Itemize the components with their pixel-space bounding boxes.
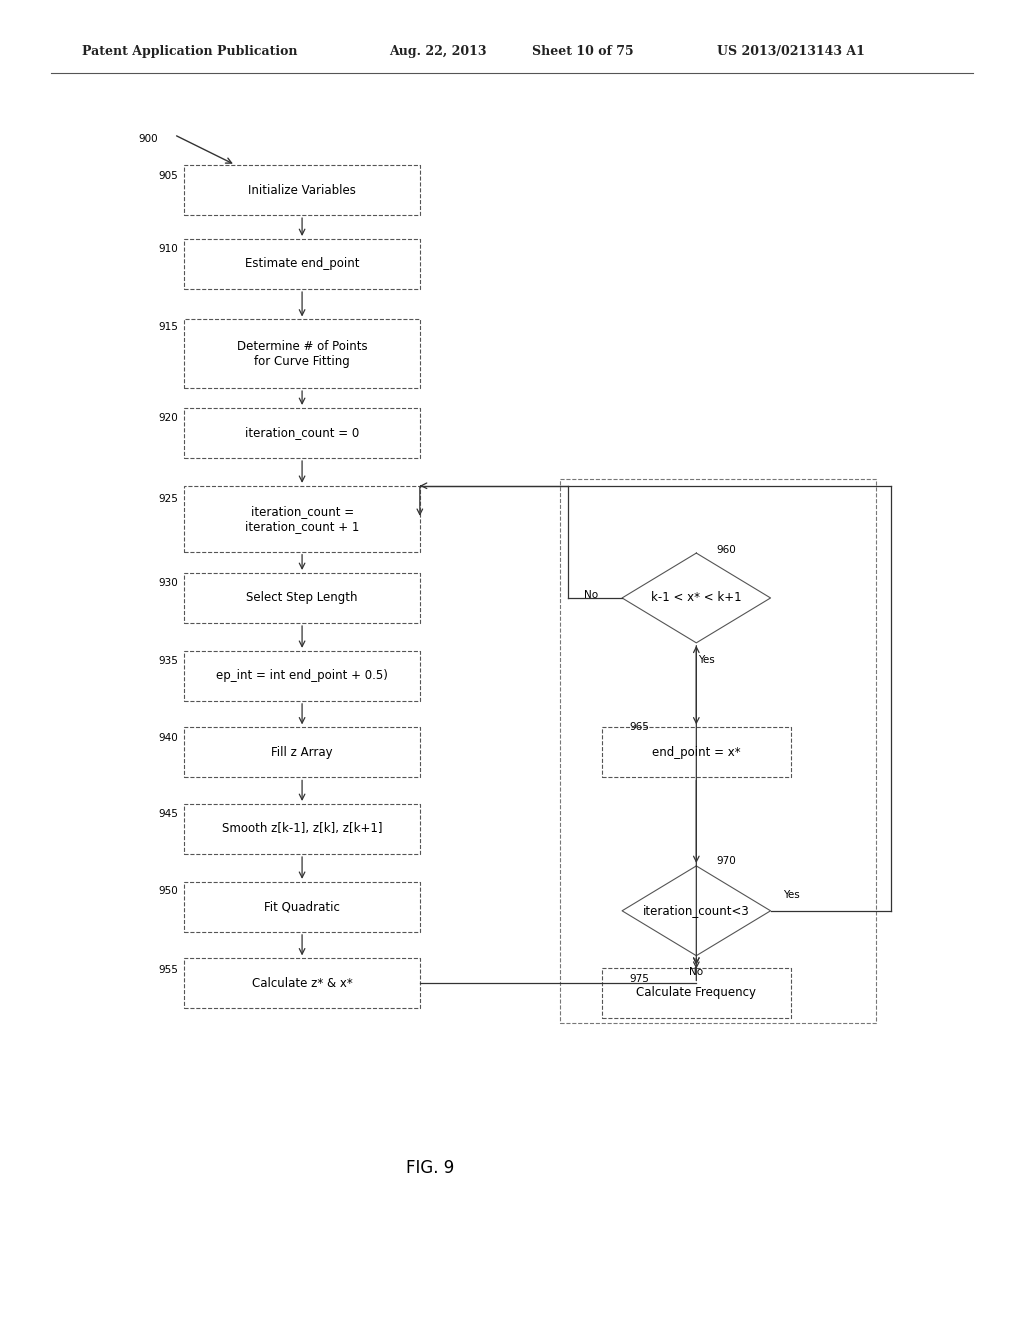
Text: 955: 955 — [159, 965, 178, 975]
Text: Yes: Yes — [698, 655, 715, 665]
Text: Smooth z[k-1], z[k], z[k+1]: Smooth z[k-1], z[k], z[k+1] — [222, 822, 382, 836]
Text: iteration_count =
iteration_count + 1: iteration_count = iteration_count + 1 — [245, 504, 359, 533]
Text: FIG. 9: FIG. 9 — [406, 1159, 455, 1177]
FancyBboxPatch shape — [602, 727, 791, 777]
Text: Patent Application Publication: Patent Application Publication — [82, 45, 297, 58]
Text: 915: 915 — [159, 322, 178, 333]
Text: No: No — [689, 968, 703, 978]
Text: Fit Quadratic: Fit Quadratic — [264, 900, 340, 913]
Text: Calculate z* & x*: Calculate z* & x* — [252, 977, 352, 990]
Text: Calculate Frequency: Calculate Frequency — [636, 986, 757, 999]
Text: Sheet 10 of 75: Sheet 10 of 75 — [532, 45, 634, 58]
Text: iteration_count<3: iteration_count<3 — [643, 904, 750, 917]
FancyBboxPatch shape — [184, 408, 420, 458]
Text: Initialize Variables: Initialize Variables — [248, 183, 356, 197]
Text: 940: 940 — [159, 733, 178, 743]
FancyBboxPatch shape — [184, 804, 420, 854]
FancyBboxPatch shape — [602, 968, 791, 1018]
Text: 925: 925 — [159, 494, 178, 504]
Text: iteration_count = 0: iteration_count = 0 — [245, 426, 359, 440]
Text: 935: 935 — [159, 656, 178, 667]
Text: end_point = x*: end_point = x* — [652, 746, 740, 759]
Text: ep_int = int end_point + 0.5): ep_int = int end_point + 0.5) — [216, 669, 388, 682]
Polygon shape — [623, 866, 771, 956]
Text: 975: 975 — [630, 974, 649, 985]
Text: Yes: Yes — [782, 890, 800, 900]
Text: 930: 930 — [159, 578, 178, 589]
Text: 970: 970 — [717, 855, 736, 866]
Text: 900: 900 — [138, 133, 158, 144]
Text: Determine # of Points
for Curve Fitting: Determine # of Points for Curve Fitting — [237, 339, 368, 368]
Text: k-1 < x* < k+1: k-1 < x* < k+1 — [651, 591, 741, 605]
Text: Select Step Length: Select Step Length — [247, 591, 357, 605]
Text: 960: 960 — [717, 545, 736, 556]
FancyBboxPatch shape — [184, 573, 420, 623]
Text: 910: 910 — [159, 244, 178, 255]
Text: 905: 905 — [159, 170, 178, 181]
FancyBboxPatch shape — [184, 651, 420, 701]
Text: 945: 945 — [159, 809, 178, 820]
FancyBboxPatch shape — [184, 165, 420, 215]
Text: 965: 965 — [630, 722, 649, 733]
Polygon shape — [623, 553, 771, 643]
Text: Fill z Array: Fill z Array — [271, 746, 333, 759]
FancyBboxPatch shape — [184, 958, 420, 1008]
Text: Aug. 22, 2013: Aug. 22, 2013 — [389, 45, 486, 58]
Text: US 2013/0213143 A1: US 2013/0213143 A1 — [717, 45, 864, 58]
Text: No: No — [585, 590, 598, 601]
Text: 950: 950 — [159, 886, 178, 896]
FancyBboxPatch shape — [184, 319, 420, 388]
FancyBboxPatch shape — [184, 486, 420, 552]
Text: Estimate end_point: Estimate end_point — [245, 257, 359, 271]
FancyBboxPatch shape — [184, 882, 420, 932]
FancyBboxPatch shape — [184, 727, 420, 777]
FancyBboxPatch shape — [184, 239, 420, 289]
Text: 920: 920 — [159, 413, 178, 424]
